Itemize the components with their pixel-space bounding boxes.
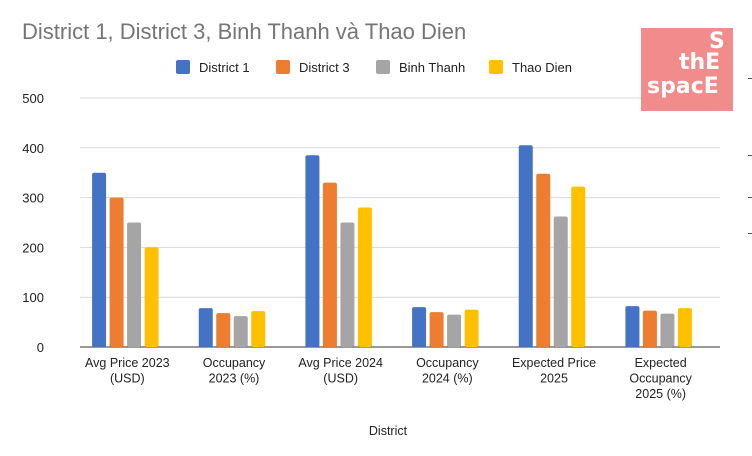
logo-line-3: spacE (647, 74, 719, 99)
the-space-logo: S thE spacE (641, 28, 733, 111)
bar (553, 216, 568, 347)
x-tick-label: 2024 (%) (422, 372, 473, 386)
bar (571, 186, 586, 347)
legend-label: District 3 (299, 60, 350, 75)
bar (340, 222, 355, 347)
x-tick-label: Avg Price 2023 (85, 356, 170, 370)
legend-label: Thao Dien (512, 60, 572, 75)
bar (322, 182, 337, 347)
chart-title: District 1, District 3, Binh Thanh và Th… (22, 19, 467, 44)
bar (127, 222, 142, 347)
x-tick-label: Occupancy (629, 372, 692, 386)
y-tick-label: 400 (22, 141, 44, 156)
bar (677, 308, 692, 347)
bar (660, 313, 675, 347)
bar (198, 308, 213, 347)
bar (447, 314, 462, 347)
bar (625, 306, 640, 347)
y-tick-label: 0 (37, 340, 44, 355)
bar (412, 307, 427, 347)
x-tick-label: Expected (635, 356, 687, 370)
legend-swatch (376, 60, 390, 74)
bar (251, 311, 266, 347)
x-tick-label: 2025 (%) (635, 387, 686, 401)
edge-mark (748, 155, 752, 156)
bar (464, 309, 479, 347)
bar (92, 172, 107, 347)
edge-mark (748, 233, 752, 234)
x-tick-label: Expected Price (512, 356, 596, 370)
legend-label: Binh Thanh (399, 60, 465, 75)
edge-mark (748, 197, 752, 198)
bar (536, 173, 551, 347)
bar (109, 197, 124, 347)
x-tick-label: 2025 (540, 372, 568, 386)
bar (216, 313, 231, 347)
y-tick-label: 300 (22, 191, 44, 206)
x-tick-label: (USD) (110, 372, 145, 386)
bar (357, 207, 372, 347)
legend-swatch (489, 60, 503, 74)
legend-swatch (176, 60, 190, 74)
x-tick-label: Avg Price 2024 (298, 356, 383, 370)
legend-label: District 1 (199, 60, 250, 75)
legend-swatch (276, 60, 290, 74)
logo-line-1: S (709, 29, 725, 54)
bar (233, 316, 248, 347)
bar (429, 312, 444, 347)
y-tick-label: 200 (22, 240, 44, 255)
y-tick-label: 100 (22, 290, 44, 305)
bar (144, 247, 159, 347)
x-tick-label: Occupancy (416, 356, 479, 370)
x-tick-label: 2023 (%) (209, 372, 260, 386)
x-tick-label: Occupancy (203, 356, 266, 370)
bar (518, 145, 533, 347)
bar (642, 310, 657, 347)
x-tick-label: (USD) (323, 372, 358, 386)
edge-mark (748, 78, 752, 79)
bar (305, 155, 320, 347)
y-tick-label: 500 (22, 91, 44, 106)
x-axis-title: District (369, 424, 408, 438)
logo-line-2: thE (679, 50, 721, 75)
